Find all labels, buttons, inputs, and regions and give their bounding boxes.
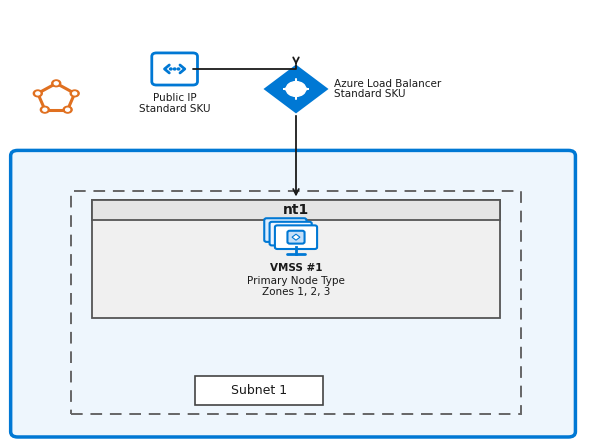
Circle shape — [177, 68, 180, 70]
Circle shape — [43, 108, 47, 111]
Bar — [92, 200, 500, 220]
Circle shape — [63, 106, 72, 113]
FancyBboxPatch shape — [269, 222, 312, 246]
Text: Standard SKU: Standard SKU — [139, 104, 210, 113]
FancyBboxPatch shape — [11, 150, 575, 437]
Bar — [195, 376, 323, 405]
Text: Standard SKU: Standard SKU — [334, 89, 406, 99]
Text: nt1: nt1 — [283, 203, 309, 217]
Bar — [92, 200, 500, 318]
Bar — [71, 191, 521, 414]
Polygon shape — [292, 234, 300, 240]
Circle shape — [52, 80, 61, 87]
FancyBboxPatch shape — [288, 231, 304, 243]
Circle shape — [36, 92, 40, 95]
Text: Primary Node Type: Primary Node Type — [247, 276, 345, 286]
Text: Zones 1, 2, 3: Zones 1, 2, 3 — [262, 287, 330, 297]
Circle shape — [66, 108, 70, 111]
FancyBboxPatch shape — [264, 218, 307, 242]
Polygon shape — [265, 66, 327, 112]
Circle shape — [54, 82, 58, 85]
Text: Public IP: Public IP — [153, 93, 197, 103]
Text: VMSS #1: VMSS #1 — [270, 263, 322, 273]
Circle shape — [40, 106, 49, 113]
FancyBboxPatch shape — [152, 53, 198, 85]
FancyBboxPatch shape — [275, 225, 317, 249]
Circle shape — [286, 81, 306, 97]
Circle shape — [33, 90, 42, 97]
Circle shape — [173, 68, 176, 70]
Circle shape — [73, 92, 77, 95]
Circle shape — [294, 91, 298, 94]
Circle shape — [169, 68, 172, 70]
Text: Azure Load Balancer: Azure Load Balancer — [334, 79, 442, 89]
Text: Subnet 1: Subnet 1 — [231, 384, 287, 397]
Circle shape — [70, 90, 79, 97]
